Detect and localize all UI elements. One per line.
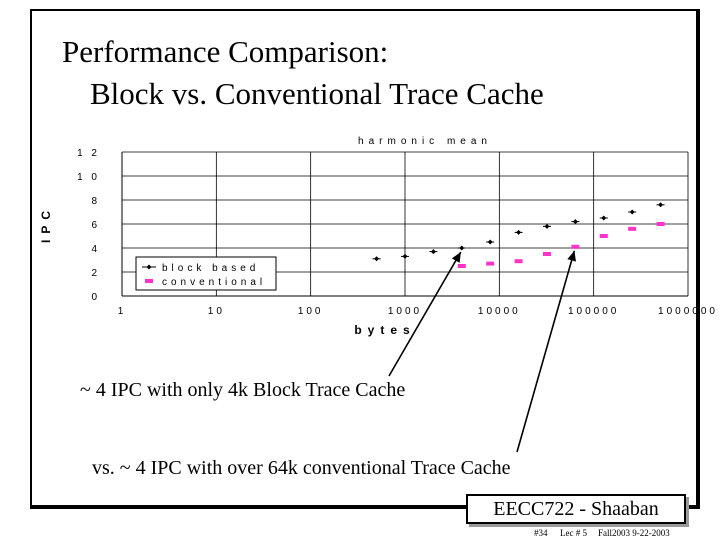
x-tick-label: 100000: [568, 306, 619, 317]
x-tick-label: 100: [298, 306, 324, 317]
block-based-point: [487, 239, 493, 245]
legend-marker-block: [146, 264, 152, 270]
chart-axes: [121, 152, 688, 297]
conventional-point: [514, 259, 523, 264]
course-badge: EECC722 - Shaaban: [466, 494, 686, 524]
chart-legend: block based conventional: [135, 256, 277, 291]
block-based-point: [402, 253, 408, 259]
arrow-to-block-point-head: [451, 252, 461, 263]
y-tick-label: 1 0: [77, 172, 100, 183]
x-tick-label: 10000: [478, 306, 521, 317]
block-based-point: [516, 229, 522, 235]
block-based-point: [459, 245, 465, 251]
conventional-point: [542, 252, 551, 256]
y-tick-label: 0: [91, 292, 100, 303]
annotation-arrows: [388, 250, 576, 453]
block-based-point: [544, 223, 550, 229]
x-tick-label: 1000000: [658, 306, 718, 317]
block-based-point: [572, 219, 578, 225]
annotation-conventional-cache: vs. ~ 4 IPC with over 64k conventional T…: [92, 457, 511, 479]
conventional-point: [457, 264, 466, 268]
arrow-to-conventional-point-head: [567, 250, 576, 262]
conventional-point: [571, 244, 580, 249]
y-tick-label: 8: [91, 196, 100, 207]
block-based-point: [629, 209, 635, 215]
conventional-point: [628, 226, 637, 231]
slide-title-line-1: Performance Comparison:: [62, 34, 389, 69]
conventional-point: [486, 261, 495, 266]
x-tick-label: 1: [118, 306, 127, 317]
y-tick-label: 6: [91, 220, 100, 231]
legend-label: conventional: [162, 277, 266, 288]
legend-label: block based: [162, 263, 259, 274]
legend-marker-conventional: [145, 279, 153, 283]
conventional-point: [599, 234, 608, 238]
footer-lecture: Lec # 5: [560, 528, 587, 538]
x-tick-label: 10: [208, 306, 225, 317]
footer-slide-number: #34: [534, 528, 548, 538]
y-tick-label: 1 2: [77, 148, 100, 159]
chart-marks: [372, 202, 665, 268]
x-tick-label: 1000: [388, 306, 422, 317]
annotation-block-cache: ~ 4 IPC with only 4k Block Trace Cache: [80, 379, 406, 401]
chart-title: harmonic mean: [358, 136, 492, 147]
y-axis-title: IPC: [39, 205, 53, 243]
block-based-point: [430, 249, 436, 255]
block-based-point: [374, 256, 380, 262]
x-axis-title: bytes: [354, 323, 415, 337]
block-based-point: [658, 202, 664, 208]
footer-date: Fall2003 9-22-2003: [598, 528, 670, 538]
slide-title-line-2: Block vs. Conventional Trace Cache: [90, 76, 544, 111]
block-based-point: [601, 215, 607, 221]
y-tick-label: 2: [91, 268, 100, 279]
arrow-to-block-point: [388, 251, 462, 377]
legend-box: [135, 256, 277, 291]
y-tick-label: 4: [91, 244, 100, 255]
arrow-to-conventional-point: [516, 250, 576, 453]
conventional-point: [656, 222, 665, 226]
